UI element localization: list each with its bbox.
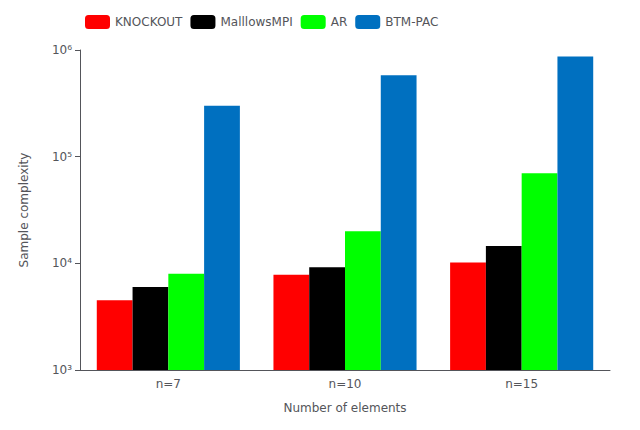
svg-text:10⁵: 10⁵	[52, 150, 72, 164]
svg-text:10⁶: 10⁶	[52, 43, 72, 57]
svg-text:AR: AR	[331, 15, 348, 29]
svg-text:BTM-PAC: BTM-PAC	[385, 15, 438, 29]
svg-text:n=10: n=10	[329, 377, 362, 391]
svg-text:Number of elements: Number of elements	[283, 401, 406, 415]
svg-text:Sample complexity: Sample complexity	[17, 153, 31, 268]
svg-text:MalllowsMPI: MalllowsMPI	[220, 15, 292, 29]
svg-text:10⁴: 10⁴	[52, 256, 72, 270]
svg-text:n=7: n=7	[156, 377, 181, 391]
svg-text:10³: 10³	[52, 363, 72, 377]
svg-text:n=15: n=15	[505, 377, 538, 391]
svg-text:KNOCKOUT: KNOCKOUT	[115, 15, 183, 29]
